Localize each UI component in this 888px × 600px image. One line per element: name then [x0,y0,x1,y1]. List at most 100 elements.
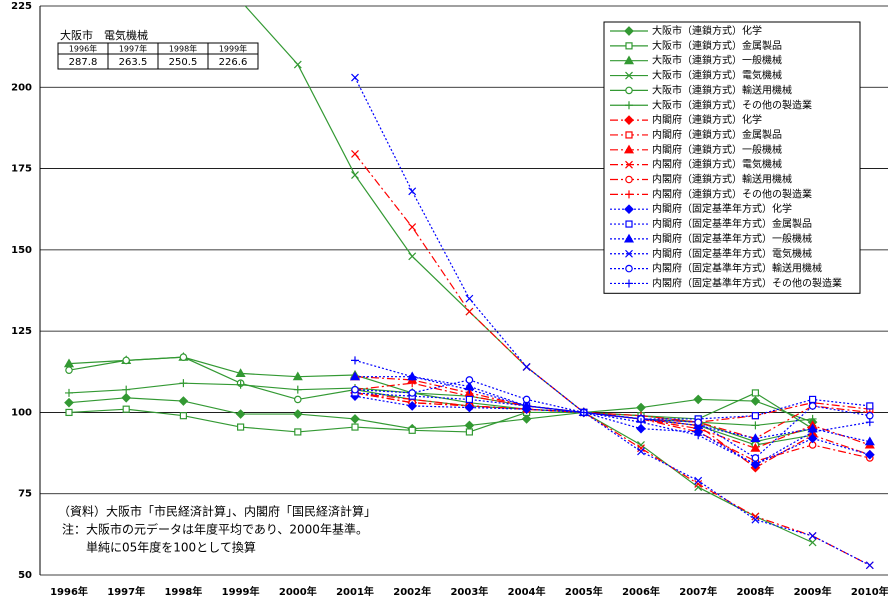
series-line [355,376,870,443]
marker [865,418,874,427]
marker [65,366,73,374]
marker [408,187,417,196]
legend-box [603,21,861,294]
marker [694,480,703,488]
legend-marker [625,190,633,199]
marker [522,401,531,410]
marker [865,561,874,570]
marker [864,449,875,460]
y-tick-label: 225 [11,1,32,12]
marker [808,538,817,547]
marker [751,412,760,420]
marker [408,372,417,381]
annotation: （資料）大阪市「市民経済計算」、内閣府「国民経済計算」 [58,504,376,519]
series-line [68,392,813,433]
marker [408,389,417,397]
x-tick-label: 1999年 [222,585,260,598]
marker [465,307,474,316]
inset-title: 大阪市 電気機械 [60,28,148,42]
legend-marker [625,42,633,50]
marker [122,385,131,394]
legend-label: 内閣府（固定基準年方式）その他の製造業 [652,276,842,289]
y-tick-label: 125 [11,326,32,337]
series-line [354,392,870,462]
marker [179,353,188,361]
inset-value: 263.5 [119,57,148,68]
legend-label: 内閣府（固定基準年方式）電気機械 [652,247,812,260]
y-tick-label: 50 [18,570,32,581]
marker [408,426,416,434]
marker [579,408,588,417]
legend-marker [625,279,633,288]
x-tick-label: 1998年 [164,585,202,598]
marker [808,427,817,436]
marker [235,368,246,378]
legend-marker [625,101,633,110]
series-line [244,6,813,544]
legend-label: 内閣府（固定基準年方式）化学 [652,202,792,215]
legend-label: 大阪市（連鎖方式）一般機械 [652,54,782,67]
marker [808,532,817,540]
marker [464,402,475,413]
marker [751,512,760,521]
legend-label: 内閣府（連鎖方式）一般機械 [652,143,782,156]
legend-label: 大阪市（連鎖方式）金属製品 [652,39,782,52]
x-tick-label: 2004年 [508,585,546,598]
marker [751,460,760,469]
legend-label: 内閣府（固定基準年方式）金属製品 [652,217,812,230]
x-tick-label: 2003年 [450,585,488,598]
x-tick-label: 2006年 [622,585,660,598]
marker [236,380,245,389]
series-line [68,397,813,430]
marker [237,0,244,4]
marker [637,447,645,456]
marker [292,371,303,381]
marker [351,423,359,431]
marker [866,402,874,410]
x-tick-label: 2001年 [336,585,374,598]
marker [293,385,302,394]
inset-value: 226.6 [219,57,248,68]
legend-label: 大阪市（連鎖方式）その他の製造業 [652,98,812,111]
marker [121,392,132,403]
legend-marker [625,131,633,139]
legend-marker [624,26,634,36]
marker [408,252,417,261]
marker [351,385,359,394]
marker [750,396,761,406]
marker [237,423,245,431]
marker [521,414,532,424]
series-line [354,77,871,566]
legend-marker [624,204,634,215]
marker [351,150,359,158]
legend-label: 内閣府（固定基準年方式）輸送用機械 [652,262,822,275]
inset-year: 1998年 [169,44,197,54]
marker [179,412,187,420]
series-line [354,359,870,466]
marker [808,402,817,410]
x-tick-label: 2008年 [736,585,774,598]
marker [351,171,359,179]
series-line [354,382,870,440]
y-tick-label: 200 [11,82,32,93]
marker [179,379,188,388]
marker [751,454,760,462]
marker [351,73,359,82]
x-tick-label: 2010年 [851,585,888,598]
marker [122,356,131,365]
marker [865,411,874,420]
marker [408,223,417,232]
inset-year: 1999年 [219,44,247,54]
y-tick-label: 75 [18,489,32,500]
legend-label: 大阪市（連鎖方式）化学 [652,24,762,37]
marker [294,428,302,436]
legend-marker [625,249,633,258]
annotation: 注：大阪市の元データは年度平均であり、2000年基準。 [62,522,368,537]
legend-label: 大阪市（連鎖方式）輸送用機械 [652,83,792,96]
legend-marker [623,144,635,154]
y-tick-label: 150 [11,245,32,256]
marker [694,431,703,440]
legend-label: 内閣府（連鎖方式）その他の製造業 [652,187,812,200]
marker [693,394,704,405]
